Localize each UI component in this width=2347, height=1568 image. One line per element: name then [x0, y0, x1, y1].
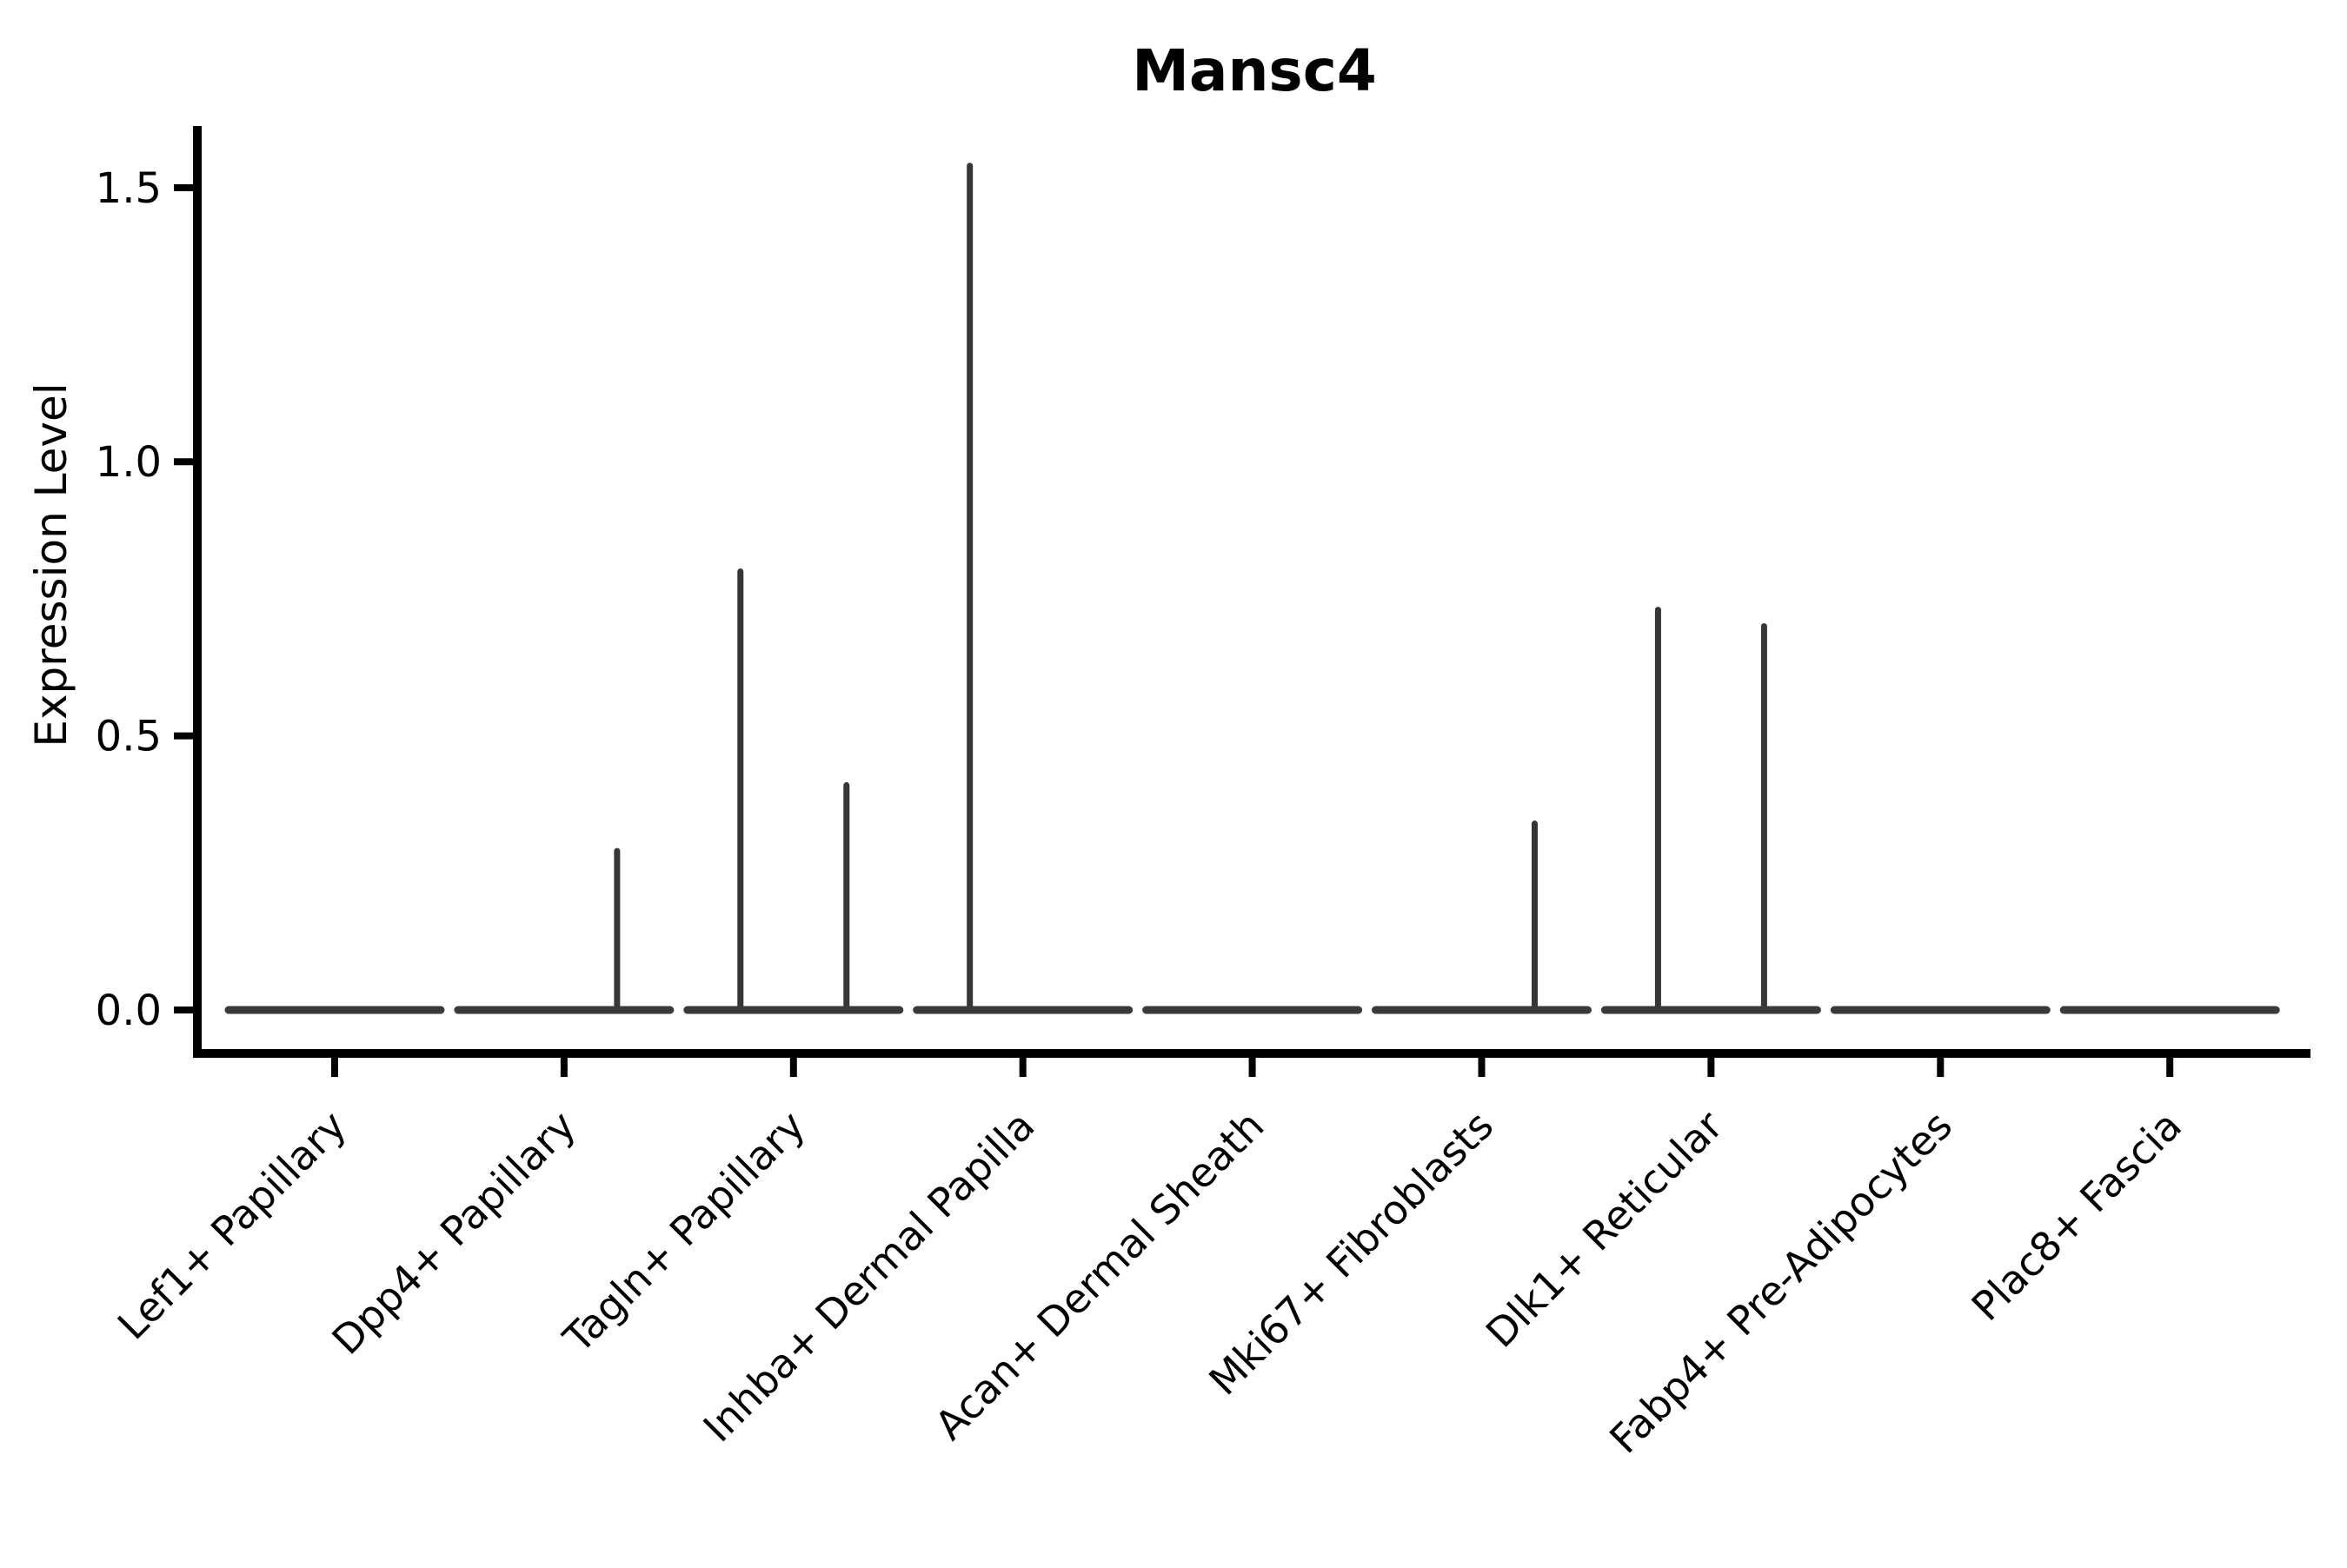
x-tick-label: Dpp4+ Papillary [322, 1102, 584, 1364]
x-tick-label: Lef1+ Papillary [109, 1102, 356, 1349]
y-tick-label: 0.5 [96, 712, 162, 761]
y-tick-label: 1.5 [96, 164, 162, 213]
x-tick-label: Tagln+ Papillary [554, 1102, 814, 1363]
y-tick-label: 0.0 [96, 987, 162, 1035]
violin [454, 847, 675, 1014]
chart-title: Mansc4 [1132, 37, 1377, 104]
violin [913, 163, 1134, 1014]
violin-layer [224, 163, 2280, 1014]
x-tick-label: Plac8+ Fascia [1963, 1102, 2191, 1330]
y-tick-label: 1.0 [96, 438, 162, 487]
violin [1600, 607, 1821, 1014]
y-axis-title: Expression Level [26, 382, 76, 747]
x-tick-label: Dlk1+ Reticular [1477, 1102, 1732, 1357]
axes-layer [174, 126, 2310, 1077]
violin [683, 568, 904, 1014]
violin [1372, 821, 1592, 1014]
